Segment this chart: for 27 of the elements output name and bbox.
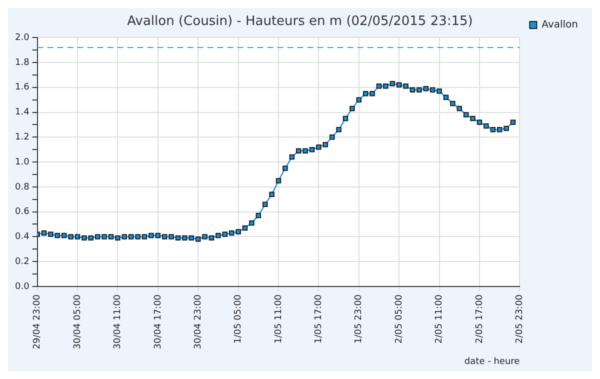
x-tick-label: 2/05 23:00: [515, 294, 526, 344]
y-tick-label: 1.2: [14, 132, 30, 142]
x-tick-label: 29/04 23:00: [32, 294, 43, 350]
y-tick-label: 2.0: [14, 32, 30, 43]
y-tick-label: 0.4: [14, 232, 30, 242]
y-tick-label: 1.4: [14, 108, 30, 118]
legend-label: Avallon: [542, 20, 578, 31]
x-tick-label: 2/05 17:00: [474, 294, 485, 344]
y-tick-label: 1.0: [14, 157, 30, 168]
x-tick-label: 1/05 05:00: [234, 294, 244, 344]
y-tick-label: 0.2: [14, 256, 30, 267]
x-tick-label: 30/04 23:00: [193, 294, 204, 350]
x-tick-label: 2/05 05:00: [394, 294, 404, 344]
y-tick-label: 1.6: [14, 82, 30, 93]
y-tick-label: 0.0: [14, 282, 30, 292]
x-axis-title: date - heure: [464, 356, 520, 367]
x-tick-label: 30/04 05:00: [72, 294, 83, 350]
x-tick-label: 1/05 17:00: [314, 294, 324, 344]
x-tick-label: 1/05 23:00: [354, 294, 364, 344]
x-tick-label: 2/05 11:00: [434, 294, 445, 344]
y-tick-label: 0.6: [14, 207, 30, 218]
x-tick-label: 1/05 11:00: [274, 294, 284, 344]
x-tick-label: 30/04 11:00: [113, 294, 124, 350]
x-tick-label: 30/04 17:00: [153, 294, 164, 350]
chart-title: Avallon (Cousin) - Hauteurs en m (02/05/2015 23:15): [127, 14, 473, 30]
y-tick-label: 1.8: [14, 58, 30, 68]
y-tick-label: 0.8: [14, 182, 30, 192]
